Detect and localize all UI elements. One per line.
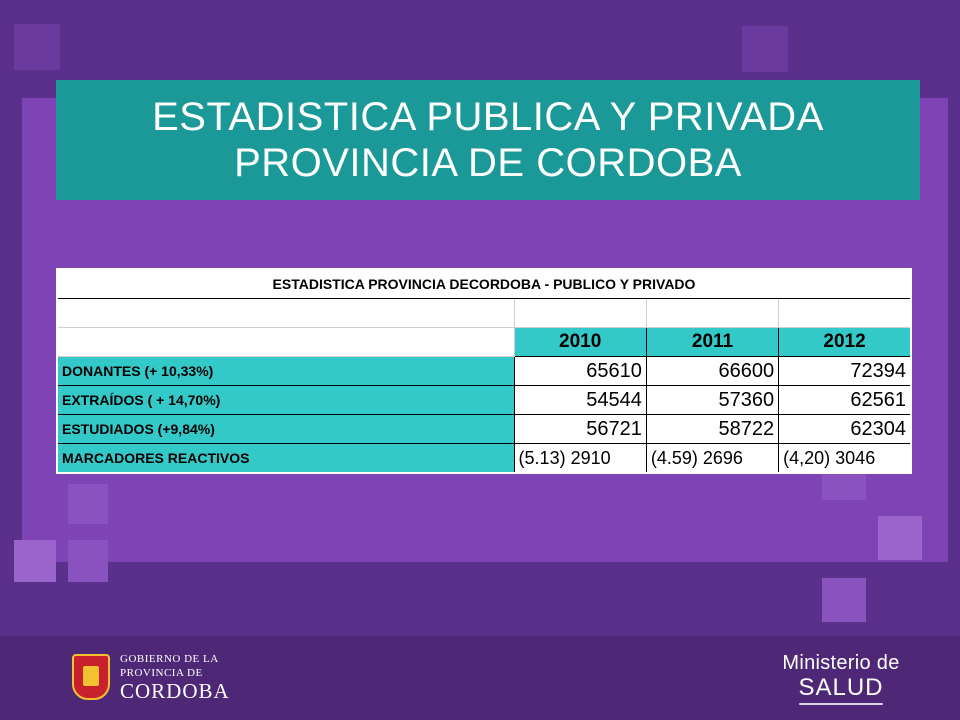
table-caption: ESTADISTICA PROVINCIA DECORDOBA - PUBLIC…: [56, 268, 912, 299]
cell-value: 62304: [778, 414, 912, 444]
table-blank-row: [56, 298, 912, 328]
blank-cell: [56, 298, 515, 328]
decor-square: [68, 484, 108, 524]
year-header-2012: 2012: [778, 327, 912, 357]
slide-title-box: ESTADISTICA PUBLICA Y PRIVADA PROVINCIA …: [56, 80, 920, 200]
decor-square: [68, 540, 108, 582]
row-label-estudiados: ESTUDIADOS (+9,84%): [56, 414, 515, 444]
table-row: DONANTES (+ 10,33%) 65610 66600 72394: [56, 356, 912, 386]
row-label-marcadores: MARCADORES REACTIVOS: [56, 443, 515, 474]
decor-square: [822, 578, 866, 622]
gov-line-2: PROVINCIA DE: [120, 667, 203, 679]
decor-square: [14, 540, 56, 582]
slide-title-line-1: ESTADISTICA PUBLICA Y PRIVADA: [152, 95, 824, 139]
gobierno-cordoba-logo: GOBIERNO DE LA PROVINCIA DE CORDOBA: [72, 652, 230, 702]
ministry-line-1: Ministerio de: [782, 652, 900, 674]
year-header-2010: 2010: [513, 327, 647, 357]
header-empty-cell: [56, 327, 515, 357]
gov-line-1: GOBIERNO DE LA: [120, 653, 219, 665]
salud-underline: [799, 703, 883, 705]
table-row: ESTUDIADOS (+9,84%) 56721 58722 62304: [56, 414, 912, 444]
statistics-table: ESTADISTICA PROVINCIA DECORDOBA - PUBLIC…: [56, 268, 912, 474]
blank-cell: [513, 298, 647, 328]
blank-cell: [778, 298, 912, 328]
cell-value: 57360: [645, 385, 780, 415]
slide-title-line-2: PROVINCIA DE CORDOBA: [234, 141, 742, 185]
footer-bar: [0, 636, 960, 720]
decor-square: [878, 516, 922, 560]
cell-value: 72394: [778, 356, 912, 386]
ministry-line-2: SALUD: [798, 674, 884, 701]
cell-value: (5.13) 2910: [513, 443, 647, 474]
cell-value: 56721: [513, 414, 647, 444]
table-row: EXTRAÍDOS ( + 14,70%) 54544 57360 62561: [56, 385, 912, 415]
cell-value: 62561: [778, 385, 912, 415]
cell-value: 54544: [513, 385, 647, 415]
decor-square: [822, 470, 866, 500]
row-label-donantes: DONANTES (+ 10,33%): [56, 356, 515, 386]
table-header-row: 2010 2011 2012: [56, 327, 912, 357]
cell-value: 65610: [513, 356, 647, 386]
coat-of-arms-icon: [72, 654, 110, 700]
year-header-2011: 2011: [645, 327, 780, 357]
cell-value: (4,20) 3046: [778, 443, 912, 474]
table-row: MARCADORES REACTIVOS (5.13) 2910 (4.59) …: [56, 443, 912, 474]
cell-value: (4.59) 2696: [645, 443, 780, 474]
gobierno-logo-text: GOBIERNO DE LA PROVINCIA DE CORDOBA: [120, 652, 230, 702]
cell-value: 58722: [645, 414, 780, 444]
cell-value: 66600: [645, 356, 780, 386]
table-caption-row: ESTADISTICA PROVINCIA DECORDOBA - PUBLIC…: [56, 268, 912, 299]
gov-line-3: CORDOBA: [120, 679, 230, 703]
blank-cell: [645, 298, 780, 328]
row-label-extraidos: EXTRAÍDOS ( + 14,70%): [56, 385, 515, 415]
ministerio-salud-logo: Ministerio de SALUD: [776, 652, 906, 705]
decor-square: [14, 24, 60, 70]
decor-square: [742, 26, 788, 72]
